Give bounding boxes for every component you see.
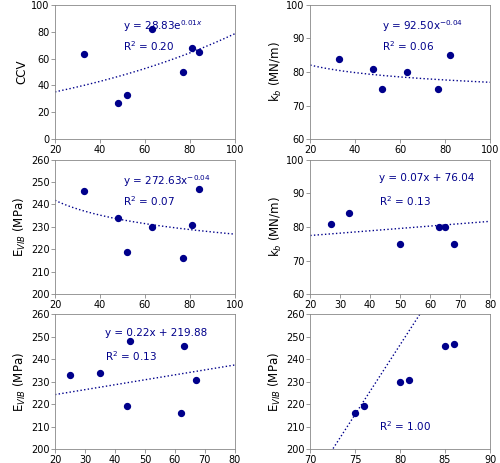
Point bbox=[434, 85, 442, 93]
Text: R$^2$ = 0.06: R$^2$ = 0.06 bbox=[382, 40, 434, 53]
Text: R$^2$ = 1.00: R$^2$ = 1.00 bbox=[378, 419, 430, 433]
Point bbox=[179, 255, 187, 262]
Point bbox=[114, 99, 122, 106]
Text: CMV: CMV bbox=[182, 319, 208, 332]
Point bbox=[177, 409, 185, 417]
Point bbox=[80, 51, 88, 58]
Text: CMV: CMV bbox=[438, 163, 464, 176]
Point bbox=[123, 91, 131, 99]
Text: (d): (d) bbox=[350, 319, 371, 332]
Text: y = 0.07x + 76.04: y = 0.07x + 76.04 bbox=[378, 173, 474, 183]
Y-axis label: k$_b$ (MN/m): k$_b$ (MN/m) bbox=[268, 42, 283, 102]
Point bbox=[66, 371, 74, 379]
Point bbox=[446, 51, 454, 59]
Text: R$^2$ = 0.20: R$^2$ = 0.20 bbox=[124, 40, 174, 53]
Text: y = 92.50x$^{-0.04}$: y = 92.50x$^{-0.04}$ bbox=[382, 18, 463, 34]
Y-axis label: E$_{VIB}$ (MPa): E$_{VIB}$ (MPa) bbox=[12, 352, 28, 412]
Y-axis label: E$_{VIB}$ (MPa): E$_{VIB}$ (MPa) bbox=[267, 352, 283, 412]
Point bbox=[123, 248, 131, 255]
Point bbox=[180, 342, 188, 350]
Point bbox=[148, 223, 156, 231]
Text: CCV: CCV bbox=[438, 319, 462, 332]
Text: R$^2$ = 0.13: R$^2$ = 0.13 bbox=[378, 194, 430, 208]
Text: R$^2$ = 0.13: R$^2$ = 0.13 bbox=[106, 350, 157, 363]
Point bbox=[360, 403, 368, 410]
Point bbox=[96, 369, 104, 376]
Y-axis label: k$_b$ (MN/m): k$_b$ (MN/m) bbox=[268, 196, 283, 257]
Point bbox=[114, 214, 122, 222]
Point bbox=[441, 223, 449, 231]
Point bbox=[179, 68, 187, 75]
Text: CMV: CMV bbox=[182, 163, 208, 176]
Y-axis label: E$_{VIB}$ (MPa): E$_{VIB}$ (MPa) bbox=[12, 197, 28, 257]
Text: (c): (c) bbox=[96, 319, 115, 332]
Text: y = 28.83e$^{0.01x}$: y = 28.83e$^{0.01x}$ bbox=[124, 18, 203, 34]
Point bbox=[345, 210, 353, 217]
Text: (a): (a) bbox=[96, 163, 116, 176]
Point bbox=[450, 240, 458, 247]
Point bbox=[327, 220, 335, 227]
Point bbox=[192, 376, 200, 383]
Point bbox=[405, 376, 413, 383]
Point bbox=[188, 221, 196, 228]
Point bbox=[195, 185, 203, 193]
Point bbox=[188, 44, 196, 51]
Point bbox=[80, 187, 88, 194]
Point bbox=[403, 68, 411, 75]
Point bbox=[450, 340, 458, 347]
Point bbox=[336, 55, 344, 62]
Y-axis label: CCV: CCV bbox=[16, 60, 28, 84]
Point bbox=[195, 48, 203, 56]
Text: y = 272.63x$^{-0.04}$: y = 272.63x$^{-0.04}$ bbox=[124, 173, 211, 189]
Text: (b): (b) bbox=[350, 163, 371, 176]
Point bbox=[441, 342, 449, 350]
Text: y = 0.22x + 219.88: y = 0.22x + 219.88 bbox=[106, 328, 208, 338]
Point bbox=[351, 409, 359, 417]
Text: R$^2$ = 0.07: R$^2$ = 0.07 bbox=[124, 194, 175, 208]
Point bbox=[396, 378, 404, 386]
Point bbox=[369, 65, 377, 72]
Point bbox=[148, 25, 156, 32]
Point bbox=[378, 85, 386, 93]
Point bbox=[123, 403, 131, 410]
Point bbox=[126, 338, 134, 345]
Point bbox=[435, 223, 443, 231]
Point bbox=[396, 240, 404, 247]
